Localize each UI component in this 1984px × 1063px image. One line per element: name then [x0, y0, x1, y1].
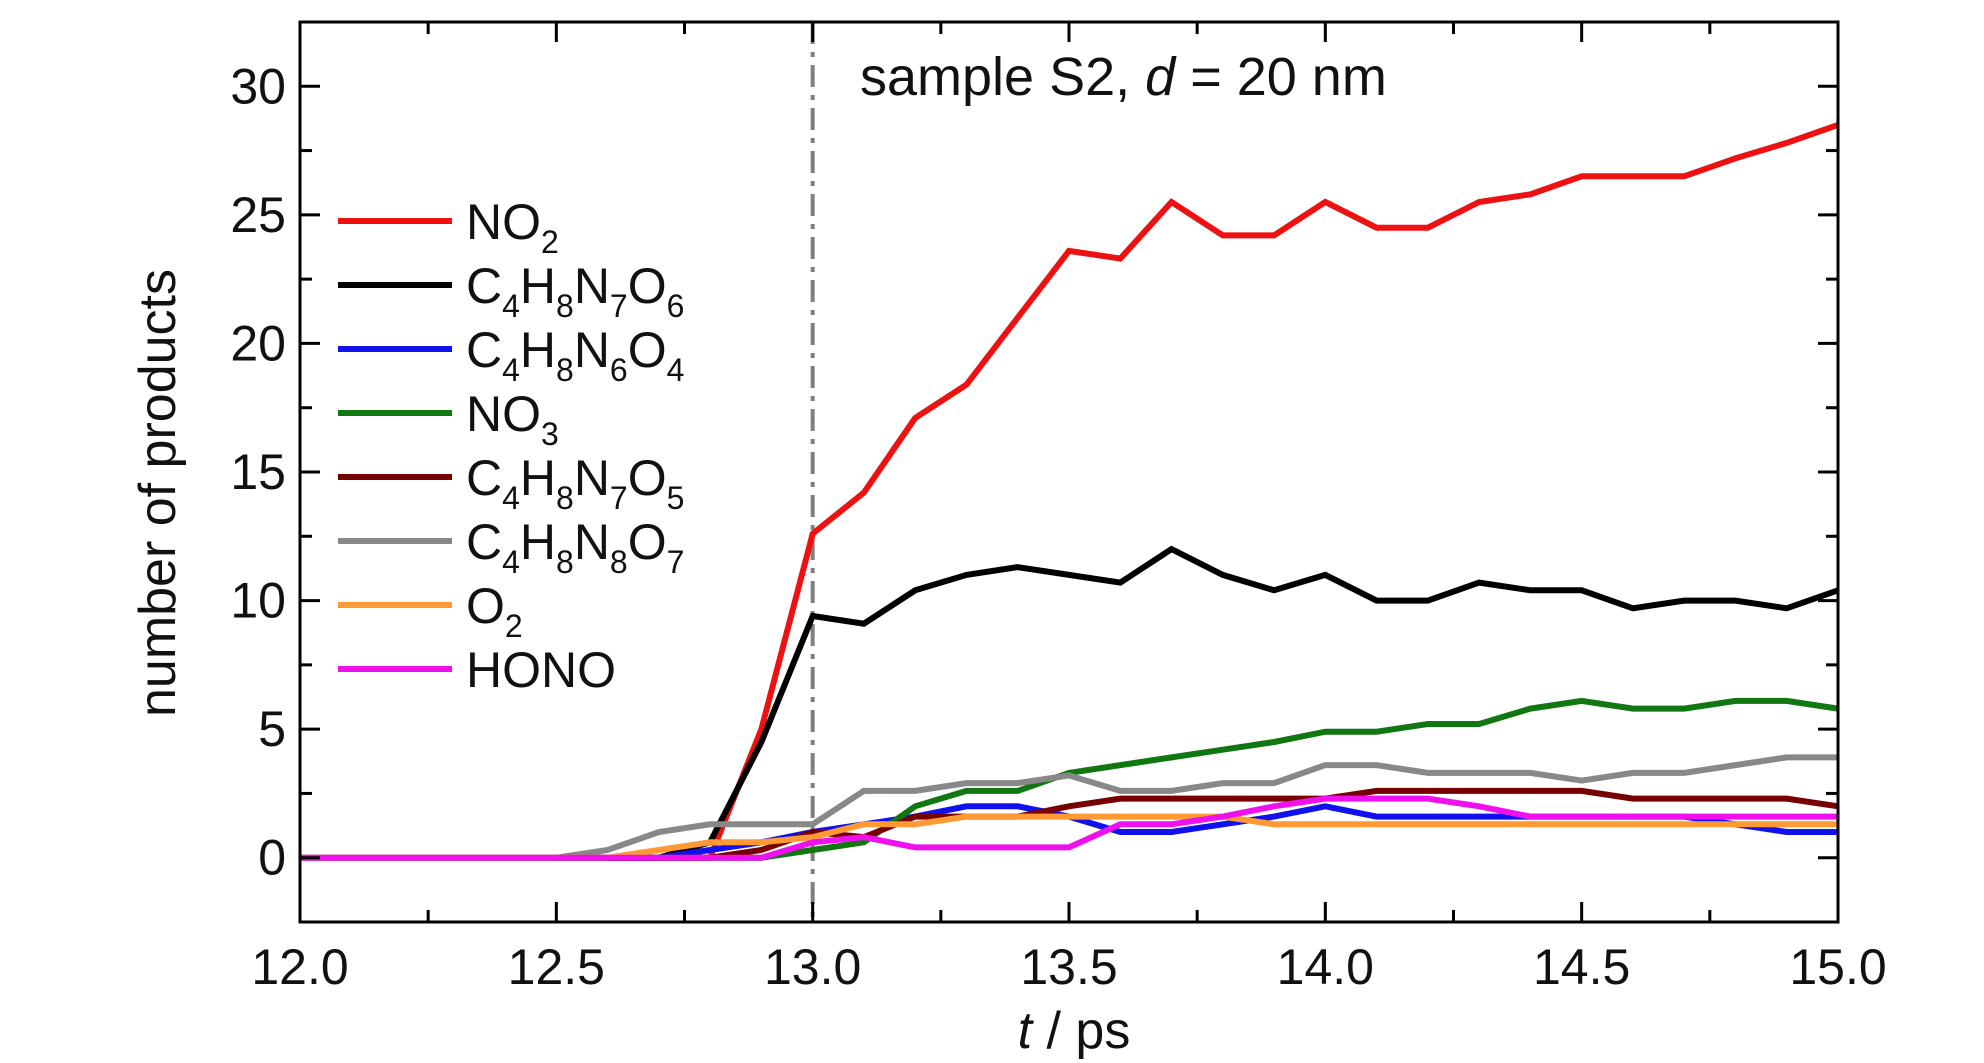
- legend-label: NO3: [466, 386, 559, 452]
- y-tick-label: 10: [230, 573, 286, 629]
- legend-label: C4H8N8O7: [466, 514, 684, 580]
- x-tick-label: 15.0: [1789, 939, 1886, 995]
- y-tick-label: 5: [258, 701, 286, 757]
- legend-label: C4H8N6O4: [466, 322, 684, 388]
- legend-item-c4h8n6o4: C4H8N6O4: [338, 322, 684, 388]
- series-line-hono: [300, 795, 1838, 861]
- legend-item-hono: HONO: [338, 642, 616, 698]
- x-axis-title: t / ps: [1018, 1002, 1131, 1060]
- legend-item-o2: O2: [338, 578, 523, 644]
- legend: NO2C4H8N7O6C4H8N6O4NO3C4H8N7O5C4H8N8O7O2…: [338, 194, 684, 698]
- y-tick-label: 0: [258, 830, 286, 886]
- x-tick-label: 14.0: [1277, 939, 1374, 995]
- x-tick-label: 12.5: [508, 939, 605, 995]
- x-tick-label: 13.5: [1020, 939, 1117, 995]
- legend-item-c4h8n7o6: C4H8N7O6: [338, 258, 684, 324]
- y-tick-label: 20: [230, 315, 286, 371]
- legend-label: O2: [466, 578, 523, 644]
- legend-label: C4H8N7O5: [466, 450, 684, 516]
- legend-label: HONO: [466, 642, 616, 698]
- axes-layer: 12.0 12.5 13.0 13.5 14.0 14.5 15.0 0 5 10 15 20 25 30: [230, 20, 1887, 995]
- y-tick-label: 25: [230, 187, 286, 243]
- plot-annotation: sample S2, d = 20 nm: [860, 47, 1387, 107]
- y-axis-title: number of products: [129, 269, 187, 717]
- y-tick-label: 30: [230, 58, 286, 114]
- series-layer: [300, 122, 1839, 861]
- series-line-o2: [300, 813, 1838, 861]
- x-tick-label: 12.0: [251, 939, 348, 995]
- legend-label: C4H8N7O6: [466, 258, 684, 324]
- y-tick-label: 15: [230, 444, 286, 500]
- x-tick-label: 13.0: [764, 939, 861, 995]
- legend-label: NO2: [466, 194, 559, 260]
- legend-item-c4h8n8o7: C4H8N8O7: [338, 514, 684, 580]
- legend-item-c4h8n7o5: C4H8N7O5: [338, 450, 684, 516]
- x-tick-label: 14.5: [1533, 939, 1630, 995]
- legend-item-no2: NO2: [338, 194, 559, 260]
- legend-item-no3: NO3: [338, 386, 559, 452]
